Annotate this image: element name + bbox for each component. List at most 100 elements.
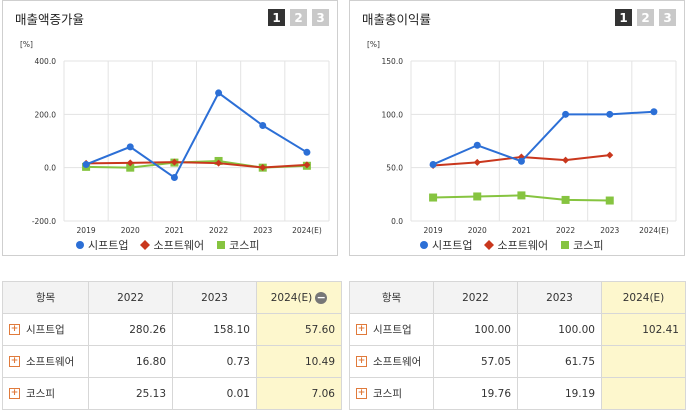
value-cell	[601, 377, 686, 410]
row-name: 소프트웨어	[26, 356, 75, 368]
value-cell: 0.01	[172, 377, 257, 410]
x-tick-label: 2024(E)	[639, 226, 669, 235]
header-year: 2023	[172, 281, 257, 314]
legend-item[interactable]: 코스피	[216, 237, 259, 253]
value-cell: 10.49	[256, 345, 342, 378]
series-line	[86, 161, 307, 169]
legend-diamond-icon	[484, 240, 495, 250]
page-2-button[interactable]: 2	[290, 9, 307, 26]
row-name-cell: + 소프트웨어	[2, 345, 89, 378]
data-point	[82, 160, 90, 168]
expand-plus-icon[interactable]: +	[9, 356, 20, 367]
y-tick-label: 50.0	[386, 164, 403, 173]
x-tick-label: 2021	[512, 226, 531, 235]
data-point	[473, 158, 481, 166]
expand-plus-icon[interactable]: +	[9, 388, 20, 399]
value-cell: 158.10	[172, 313, 257, 346]
row-name: 코스피	[26, 388, 55, 400]
x-tick-label: 2019	[77, 226, 96, 235]
data-point	[605, 196, 614, 205]
margin-line-chart: [%] 0.0 50.0 100.0 150.0 2019 2020 2021 2022 2023…	[367, 40, 677, 235]
y-tick-label: -200.0	[32, 217, 56, 226]
data-point	[650, 108, 658, 116]
header-year-estimate: 2024(E)	[601, 281, 686, 314]
data-point	[126, 143, 134, 151]
growth-chart-panel: 매출액증가율 1 2 3 [%] -200.0 0.0 200.0 400.0 2019 2…	[2, 0, 338, 256]
header-estimate-label: 2024(E)	[270, 291, 313, 304]
pager: 1 2 3	[268, 9, 329, 26]
data-point	[562, 156, 570, 164]
y-tick-label: 0.0	[391, 217, 403, 226]
data-point	[606, 151, 614, 159]
margin-data-table: 항목 2022 2023 2024(E) + 시프트업 100.00 100.00…	[349, 281, 686, 410]
value-cell: 280.26	[88, 313, 173, 346]
value-cell: 57.05	[433, 345, 518, 378]
y-tick-label: 400.0	[35, 57, 57, 66]
page-2-button[interactable]: 2	[637, 9, 654, 26]
legend-item[interactable]: 시프트업	[419, 237, 472, 253]
header-year: 2022	[88, 281, 173, 314]
data-point	[561, 195, 570, 204]
expand-plus-icon[interactable]: +	[356, 324, 367, 335]
value-cell: 25.13	[88, 377, 173, 410]
header-item: 항목	[349, 281, 434, 314]
collapse-minus-icon[interactable]: −	[315, 290, 328, 304]
legend-circle-icon	[420, 241, 428, 249]
row-name-cell: + 코스피	[2, 377, 89, 410]
legend-item[interactable]: 소프트웨어	[140, 237, 204, 253]
table-row: + 코스피 19.76 19.19	[349, 377, 686, 410]
row-name-cell: + 소프트웨어	[349, 345, 434, 378]
expand-plus-icon[interactable]: +	[356, 388, 367, 399]
page-1-button[interactable]: 1	[615, 9, 632, 26]
expand-plus-icon[interactable]: +	[356, 356, 367, 367]
legend-diamond-icon	[140, 240, 151, 250]
data-point	[170, 158, 178, 166]
data-point	[517, 157, 525, 165]
data-point	[126, 159, 134, 167]
x-tick-label: 2019	[424, 226, 443, 235]
page-1-button[interactable]: 1	[268, 9, 285, 26]
table-row: + 코스피 25.13 0.01 7.06	[2, 377, 342, 410]
data-point	[259, 122, 267, 130]
panel-title: 매출총이익률	[362, 12, 432, 27]
data-point	[126, 163, 135, 172]
page-3-button[interactable]: 3	[312, 9, 329, 26]
row-name-cell: + 시프트업	[2, 313, 89, 346]
x-tick-label: 2021	[165, 226, 184, 235]
y-tick-label: 200.0	[35, 110, 57, 119]
x-tick-label: 2020	[468, 226, 487, 235]
data-point	[473, 192, 482, 201]
expand-plus-icon[interactable]: +	[9, 324, 20, 335]
value-cell: 19.76	[433, 377, 518, 410]
x-tick-label: 2022	[556, 226, 575, 235]
table-header-row: 항목 2022 2023 2024(E)	[349, 281, 686, 314]
legend-label: 시프트업	[432, 239, 473, 252]
series-line	[85, 91, 308, 180]
page-3-button[interactable]: 3	[659, 9, 676, 26]
chart-legend: 시프트업 소프트웨어 코스피	[419, 237, 603, 253]
value-cell: 100.00	[517, 313, 602, 346]
chart-legend: 시프트업 소프트웨어 코스피	[75, 237, 259, 253]
legend-label: 코스피	[573, 239, 604, 252]
legend-item[interactable]: 시프트업	[75, 237, 128, 253]
row-name: 시프트업	[373, 324, 412, 336]
legend-item[interactable]: 소프트웨어	[484, 237, 548, 253]
header-year: 2023	[517, 281, 602, 314]
legend-label: 코스피	[229, 239, 260, 252]
data-point	[215, 89, 223, 97]
data-point	[303, 161, 311, 169]
legend-item[interactable]: 코스피	[560, 237, 603, 253]
row-name: 코스피	[373, 388, 402, 400]
data-point	[562, 110, 570, 118]
table-header-row: 항목 2022 2023 2024(E) −	[2, 281, 342, 314]
table-row: + 소프트웨어 16.80 0.73 10.49	[2, 345, 342, 378]
header-item: 항목	[2, 281, 89, 314]
y-axis-unit: [%]	[20, 40, 33, 49]
value-cell: 61.75	[517, 345, 602, 378]
y-axis-unit: [%]	[367, 40, 380, 49]
data-point	[259, 163, 267, 171]
value-cell: 0.73	[172, 345, 257, 378]
value-cell: 7.06	[256, 377, 342, 410]
legend-circle-icon	[76, 241, 84, 249]
data-point	[473, 141, 481, 149]
